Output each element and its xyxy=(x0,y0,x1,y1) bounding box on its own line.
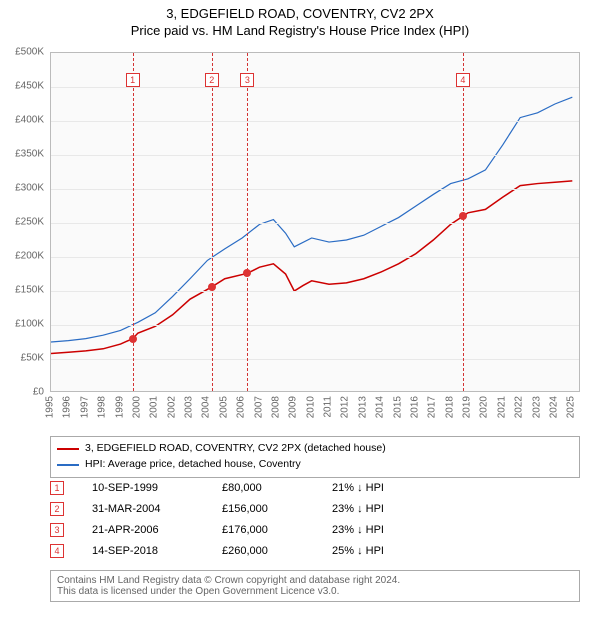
footer-attribution: Contains HM Land Registry data © Crown c… xyxy=(50,570,580,602)
sales-row-marker: 3 xyxy=(50,523,64,537)
x-tick-label: 2024 xyxy=(548,396,559,418)
sales-row: 2 31-MAR-2004£156,00023% ↓ HPI xyxy=(50,499,580,520)
sale-marker-box: 4 xyxy=(456,73,470,87)
y-tick-label: £0 xyxy=(33,387,44,398)
x-tick-label: 2001 xyxy=(149,396,160,418)
x-tick-label: 2014 xyxy=(375,396,386,418)
sale-dot xyxy=(459,212,467,220)
legend-swatch xyxy=(57,448,79,450)
x-tick-label: 2011 xyxy=(323,396,334,418)
x-tick-label: 2023 xyxy=(531,396,542,418)
sales-table: 1 10-SEP-1999£80,00021% ↓ HPI 2 31-MAR-2004… xyxy=(50,478,580,562)
sales-row-marker: 1 xyxy=(50,481,64,495)
y-tick-label: £150K xyxy=(15,285,44,296)
legend-label: HPI: Average price, detached house, Cove… xyxy=(85,457,301,473)
x-tick-label: 2022 xyxy=(514,396,525,418)
sales-row: 4 14-SEP-2018£260,00025% ↓ HPI xyxy=(50,541,580,562)
y-tick-label: £450K xyxy=(15,81,44,92)
x-tick-label: 2009 xyxy=(288,396,299,418)
x-tick-label: 2013 xyxy=(357,396,368,418)
sale-marker-box: 3 xyxy=(240,73,254,87)
sales-row: 1 10-SEP-1999£80,00021% ↓ HPI xyxy=(50,478,580,499)
chart-series-hpi xyxy=(51,97,572,342)
chart-series-price_paid xyxy=(51,181,572,354)
legend-item: HPI: Average price, detached house, Cove… xyxy=(57,457,573,473)
x-axis-labels: 1995199619971998199920002001200220032004… xyxy=(50,394,580,434)
y-tick-label: £250K xyxy=(15,217,44,228)
sales-row-price: £260,000 xyxy=(222,541,332,562)
y-tick-label: £100K xyxy=(15,319,44,330)
x-tick-label: 2002 xyxy=(166,396,177,418)
x-tick-label: 2012 xyxy=(340,396,351,418)
x-tick-label: 1997 xyxy=(79,396,90,418)
x-tick-label: 2020 xyxy=(479,396,490,418)
x-tick-label: 2008 xyxy=(270,396,281,418)
x-tick-label: 2015 xyxy=(392,396,403,418)
x-tick-label: 2010 xyxy=(305,396,316,418)
sales-row-date: 21-APR-2006 xyxy=(92,520,222,541)
sale-vertical-line xyxy=(212,53,213,391)
y-tick-label: £500K xyxy=(15,47,44,58)
x-tick-label: 2004 xyxy=(201,396,212,418)
footer-line-2: This data is licensed under the Open Gov… xyxy=(57,586,573,597)
x-tick-label: 2021 xyxy=(496,396,507,418)
x-tick-label: 2017 xyxy=(427,396,438,418)
legend-swatch xyxy=(57,464,79,466)
sales-row-price: £156,000 xyxy=(222,499,332,520)
x-tick-label: 2019 xyxy=(462,396,473,418)
y-tick-label: £50K xyxy=(21,353,44,364)
y-tick-label: £350K xyxy=(15,149,44,160)
x-tick-label: 2000 xyxy=(131,396,142,418)
page-title: 3, EDGEFIELD ROAD, COVENTRY, CV2 2PX xyxy=(0,6,600,21)
sales-row-date: 10-SEP-1999 xyxy=(92,478,222,499)
x-tick-label: 1999 xyxy=(114,396,125,418)
page-subtitle: Price paid vs. HM Land Registry's House … xyxy=(0,23,600,38)
sale-dot xyxy=(208,283,216,291)
x-tick-label: 2003 xyxy=(184,396,195,418)
sales-row-diff: 25% ↓ HPI xyxy=(332,541,442,562)
x-tick-label: 1998 xyxy=(97,396,108,418)
y-tick-label: £400K xyxy=(15,115,44,126)
sales-row-date: 31-MAR-2004 xyxy=(92,499,222,520)
sale-vertical-line xyxy=(247,53,248,391)
y-axis-labels: £0£50K£100K£150K£200K£250K£300K£350K£400… xyxy=(0,52,48,392)
sales-row-diff: 23% ↓ HPI xyxy=(332,520,442,541)
legend-label: 3, EDGEFIELD ROAD, COVENTRY, CV2 2PX (de… xyxy=(85,441,386,457)
sales-row: 3 21-APR-2006£176,00023% ↓ HPI xyxy=(50,520,580,541)
chart-legend: 3, EDGEFIELD ROAD, COVENTRY, CV2 2PX (de… xyxy=(50,436,580,478)
x-tick-label: 2005 xyxy=(218,396,229,418)
y-tick-label: £200K xyxy=(15,251,44,262)
sales-row-diff: 21% ↓ HPI xyxy=(332,478,442,499)
x-tick-label: 2006 xyxy=(236,396,247,418)
sale-vertical-line xyxy=(463,53,464,391)
sales-row-diff: 23% ↓ HPI xyxy=(332,499,442,520)
sale-marker-box: 1 xyxy=(126,73,140,87)
x-tick-label: 2007 xyxy=(253,396,264,418)
sale-dot xyxy=(129,335,137,343)
sales-row-date: 14-SEP-2018 xyxy=(92,541,222,562)
x-tick-label: 1996 xyxy=(62,396,73,418)
price-chart: 1 2 3 4 xyxy=(50,52,580,392)
sales-row-marker: 4 xyxy=(50,544,64,558)
x-tick-label: 2025 xyxy=(566,396,577,418)
y-tick-label: £300K xyxy=(15,183,44,194)
sales-row-marker: 2 xyxy=(50,502,64,516)
x-tick-label: 1995 xyxy=(45,396,56,418)
sales-row-price: £80,000 xyxy=(222,478,332,499)
x-tick-label: 2018 xyxy=(444,396,455,418)
footer-line-1: Contains HM Land Registry data © Crown c… xyxy=(57,575,573,586)
x-tick-label: 2016 xyxy=(409,396,420,418)
sale-marker-box: 2 xyxy=(205,73,219,87)
sale-dot xyxy=(243,269,251,277)
legend-item: 3, EDGEFIELD ROAD, COVENTRY, CV2 2PX (de… xyxy=(57,441,573,457)
sales-row-price: £176,000 xyxy=(222,520,332,541)
